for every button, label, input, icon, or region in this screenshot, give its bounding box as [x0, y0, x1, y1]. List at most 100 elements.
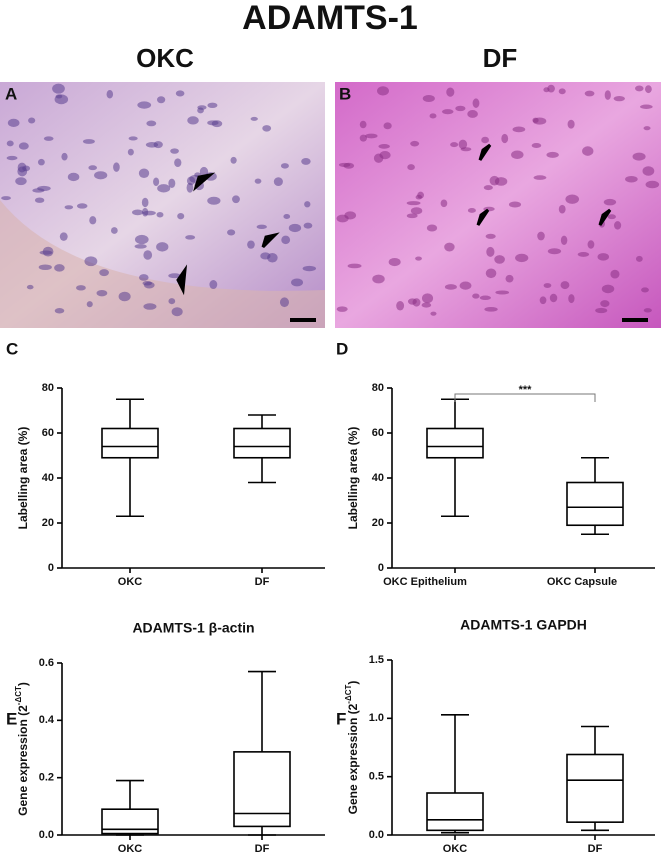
y-axis-label: Gene expression (2: [16, 705, 30, 816]
cell: [146, 120, 157, 127]
cell: [303, 222, 313, 229]
cell: [168, 178, 176, 188]
cell: [422, 95, 435, 102]
cell: [603, 198, 617, 206]
cell: [54, 308, 65, 314]
y-tick-label: 1.5: [369, 654, 384, 666]
cell: [52, 83, 65, 94]
cell: [472, 293, 480, 299]
cell: [459, 281, 472, 290]
y-tick-label: 0: [378, 562, 384, 574]
cell: [383, 122, 392, 130]
cell: [396, 301, 405, 311]
cell: [168, 298, 176, 305]
cell: [76, 203, 88, 209]
box: [566, 481, 624, 527]
cell: [7, 118, 20, 127]
cell: [610, 269, 620, 279]
y-tick-label: 80: [372, 382, 384, 394]
x-tick-label: DF: [255, 843, 270, 855]
cell: [537, 231, 545, 241]
cell: [582, 146, 594, 156]
cell: [15, 177, 27, 186]
cell: [22, 165, 31, 172]
cell: [106, 89, 114, 99]
cell: [143, 250, 153, 260]
cell: [54, 94, 69, 105]
cell: [288, 223, 302, 233]
cell: [143, 303, 157, 310]
cell: [568, 294, 575, 304]
cell: [421, 293, 434, 304]
cell: [134, 244, 147, 249]
cell: [373, 153, 384, 163]
x-tick-label: OKC Epithelium: [383, 576, 467, 588]
cell: [254, 178, 262, 184]
cell: [440, 199, 448, 208]
cell: [185, 235, 196, 240]
box: [426, 792, 484, 832]
significance-bracket: [454, 393, 596, 402]
cell: [640, 104, 653, 109]
y-tick-label: 20: [372, 517, 384, 529]
panel-letter: D: [336, 339, 348, 358]
cell: [279, 297, 290, 308]
cell: [175, 90, 185, 97]
y-axis-label: Labelling area (%): [346, 427, 360, 530]
cell: [426, 224, 438, 232]
cell: [211, 120, 223, 128]
cell: [6, 140, 14, 147]
y-tick-label: 1.0: [369, 712, 384, 724]
panel-title: OKC: [136, 43, 194, 73]
cell: [410, 140, 420, 147]
figure-title: ADAMTS-1: [242, 0, 418, 37]
y-axis-label: Labelling area (%): [16, 427, 30, 530]
cell: [467, 207, 476, 213]
cell: [560, 281, 570, 290]
cell: [177, 213, 185, 220]
cell: [301, 157, 311, 165]
cell: [458, 139, 468, 150]
cell: [558, 88, 566, 95]
box: [233, 751, 291, 828]
box: [233, 427, 291, 459]
cell: [186, 176, 196, 186]
cell: [365, 133, 378, 139]
cell: [141, 197, 149, 208]
cell: [64, 205, 74, 210]
cell: [505, 274, 514, 283]
cell: [632, 152, 646, 161]
cell: [88, 165, 97, 171]
cell: [560, 235, 568, 245]
chart-title: ADAMTS-1 β-actin: [132, 620, 254, 636]
y-tick-label: 0.0: [369, 829, 384, 841]
y-tick-label: 40: [372, 472, 384, 484]
cell: [280, 163, 289, 169]
y-tick-label: 0: [48, 562, 54, 574]
cell: [430, 311, 437, 316]
cell: [625, 175, 638, 183]
cell: [479, 295, 491, 301]
cell: [641, 287, 649, 293]
panel-letter: C: [6, 339, 18, 358]
cell: [260, 252, 271, 260]
cell: [54, 264, 65, 272]
histology-image: [0, 82, 325, 328]
cell: [614, 221, 622, 230]
y-axis-label-sup: -ΔCT: [344, 684, 353, 703]
cell: [467, 110, 478, 118]
cell: [645, 180, 660, 189]
cell: [142, 210, 156, 216]
cell: [232, 195, 240, 204]
cell: [595, 307, 608, 314]
cell: [372, 274, 385, 284]
cell: [613, 96, 625, 102]
cell: [153, 141, 163, 149]
cell: [494, 177, 508, 186]
cell: [170, 148, 179, 154]
cell: [558, 204, 566, 214]
x-tick-label: OKC Capsule: [547, 576, 617, 588]
cell: [412, 298, 421, 307]
panel-letter: A: [5, 84, 17, 103]
